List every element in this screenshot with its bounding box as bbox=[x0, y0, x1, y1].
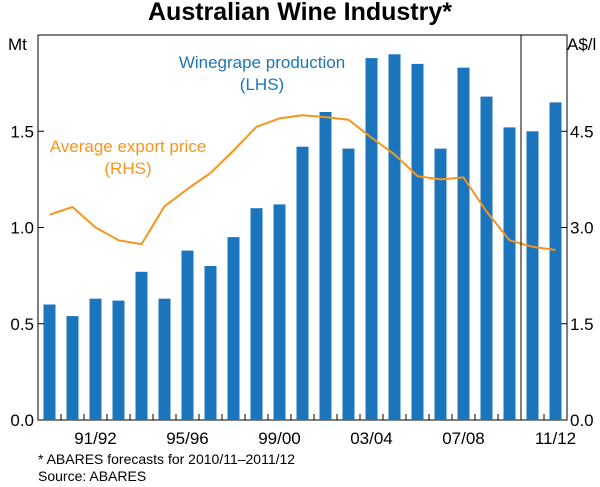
x-tick-label: 99/00 bbox=[258, 429, 301, 448]
x-tick-label: 91/92 bbox=[74, 429, 117, 448]
x-tick-label: 07/08 bbox=[442, 429, 485, 448]
bar-95-96 bbox=[181, 250, 194, 420]
bar-93-94 bbox=[135, 271, 148, 420]
bar-91-92 bbox=[89, 298, 102, 420]
bar-04-05 bbox=[388, 54, 401, 421]
bar-99-00 bbox=[273, 204, 286, 420]
export-price-line bbox=[49, 114, 556, 251]
source-note: Source: ABARES bbox=[38, 468, 147, 484]
right-tick-label: 0.0 bbox=[570, 411, 594, 430]
bar-08-09 bbox=[480, 96, 493, 420]
right-tick-label: 4.5 bbox=[570, 122, 594, 141]
bar-89-90 bbox=[43, 304, 56, 420]
left-tick-label: 0.5 bbox=[10, 315, 34, 334]
left-tick-label: 0.0 bbox=[10, 411, 34, 430]
bar-05-06 bbox=[411, 63, 424, 421]
right-axis-unit: A$/l bbox=[567, 35, 596, 54]
left-tick-label: 1.5 bbox=[10, 122, 34, 141]
bar-94-95 bbox=[158, 298, 171, 420]
right-tick-label: 3.0 bbox=[570, 219, 594, 238]
export-price-series-label: Average export price bbox=[50, 137, 207, 156]
forecast-footnote: * ABARES forecasts for 2010/11–2011/12 bbox=[38, 451, 296, 467]
x-tick-label: 11/12 bbox=[535, 429, 576, 448]
bar-97-98 bbox=[227, 237, 240, 420]
bar-98-99 bbox=[250, 208, 263, 420]
left-axis-unit: Mt bbox=[8, 35, 27, 54]
bar-90-91 bbox=[66, 316, 79, 420]
bar-92-93 bbox=[112, 300, 125, 420]
bar-10-11 bbox=[526, 131, 539, 421]
x-tick-label: 95/96 bbox=[166, 429, 209, 448]
winegrape-series-label: Winegrape production bbox=[179, 53, 345, 72]
bar-01-02 bbox=[319, 112, 332, 420]
bar-02-03 bbox=[342, 148, 355, 420]
bar-06-07 bbox=[434, 148, 447, 420]
chart-title: Australian Wine Industry* bbox=[148, 0, 452, 26]
right-tick-label: 1.5 bbox=[570, 315, 594, 334]
bar-11-12 bbox=[549, 102, 562, 421]
bar-03-04 bbox=[365, 58, 378, 420]
bar-07-08 bbox=[457, 67, 470, 420]
bar-09-10 bbox=[503, 127, 516, 421]
export-price-series-axis-note: (RHS) bbox=[104, 159, 151, 178]
bar-96-97 bbox=[204, 266, 217, 420]
left-tick-label: 1.0 bbox=[10, 219, 34, 238]
x-tick-label: 03/04 bbox=[350, 429, 393, 448]
bar-00-01 bbox=[296, 146, 309, 420]
winegrape-series-axis-note: (LHS) bbox=[240, 75, 284, 94]
